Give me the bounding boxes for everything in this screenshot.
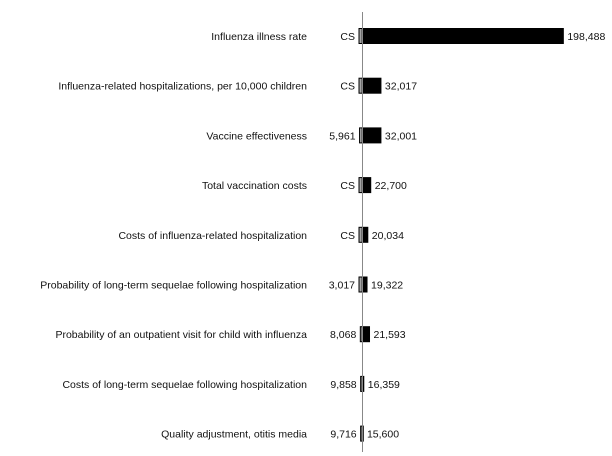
high-value-label: 16,359 (368, 379, 400, 391)
low-value-label: CS (340, 230, 355, 242)
high-bar (361, 326, 371, 343)
high-bar (361, 226, 369, 243)
high-value-label: 19,322 (371, 280, 403, 292)
high-bar (361, 177, 372, 194)
parameter-label: Vaccine effectiveness (206, 130, 307, 142)
high-bar (361, 127, 382, 144)
high-bar (361, 77, 382, 94)
parameter-label: Costs of long-term sequelae following ho… (62, 379, 307, 391)
parameter-label: Costs of influenza-related hospitalizati… (118, 230, 307, 242)
low-value-label: 9,716 (330, 429, 356, 441)
low-value-label: CS (340, 81, 355, 93)
parameter-label: Probability of long-term sequelae follow… (40, 280, 307, 292)
high-value-label: 22,700 (375, 180, 407, 192)
low-value-label: 9,858 (330, 379, 356, 391)
parameter-label: Influenza illness rate (211, 31, 307, 43)
high-value-label: 32,001 (385, 130, 417, 142)
high-bar (361, 28, 564, 44)
high-value-label: 32,017 (385, 81, 417, 93)
low-value-label: CS (340, 31, 355, 43)
high-value-label: 198,488 (567, 31, 605, 43)
high-value-label: 21,593 (374, 329, 406, 341)
low-value-label: 3,017 (329, 280, 355, 292)
low-value-label: 8,068 (330, 329, 356, 341)
parameter-label: Total vaccination costs (202, 180, 307, 192)
low-value-label: 5,961 (329, 130, 355, 142)
parameter-label: Influenza-related hospitalizations, per … (58, 81, 307, 93)
high-value-label: 15,600 (367, 429, 399, 441)
low-value-label: CS (340, 180, 355, 192)
high-value-label: 20,034 (372, 230, 404, 242)
parameter-label: Probability of an outpatient visit for c… (55, 329, 307, 341)
parameter-label: Quality adjustment, otitis media (161, 429, 307, 441)
